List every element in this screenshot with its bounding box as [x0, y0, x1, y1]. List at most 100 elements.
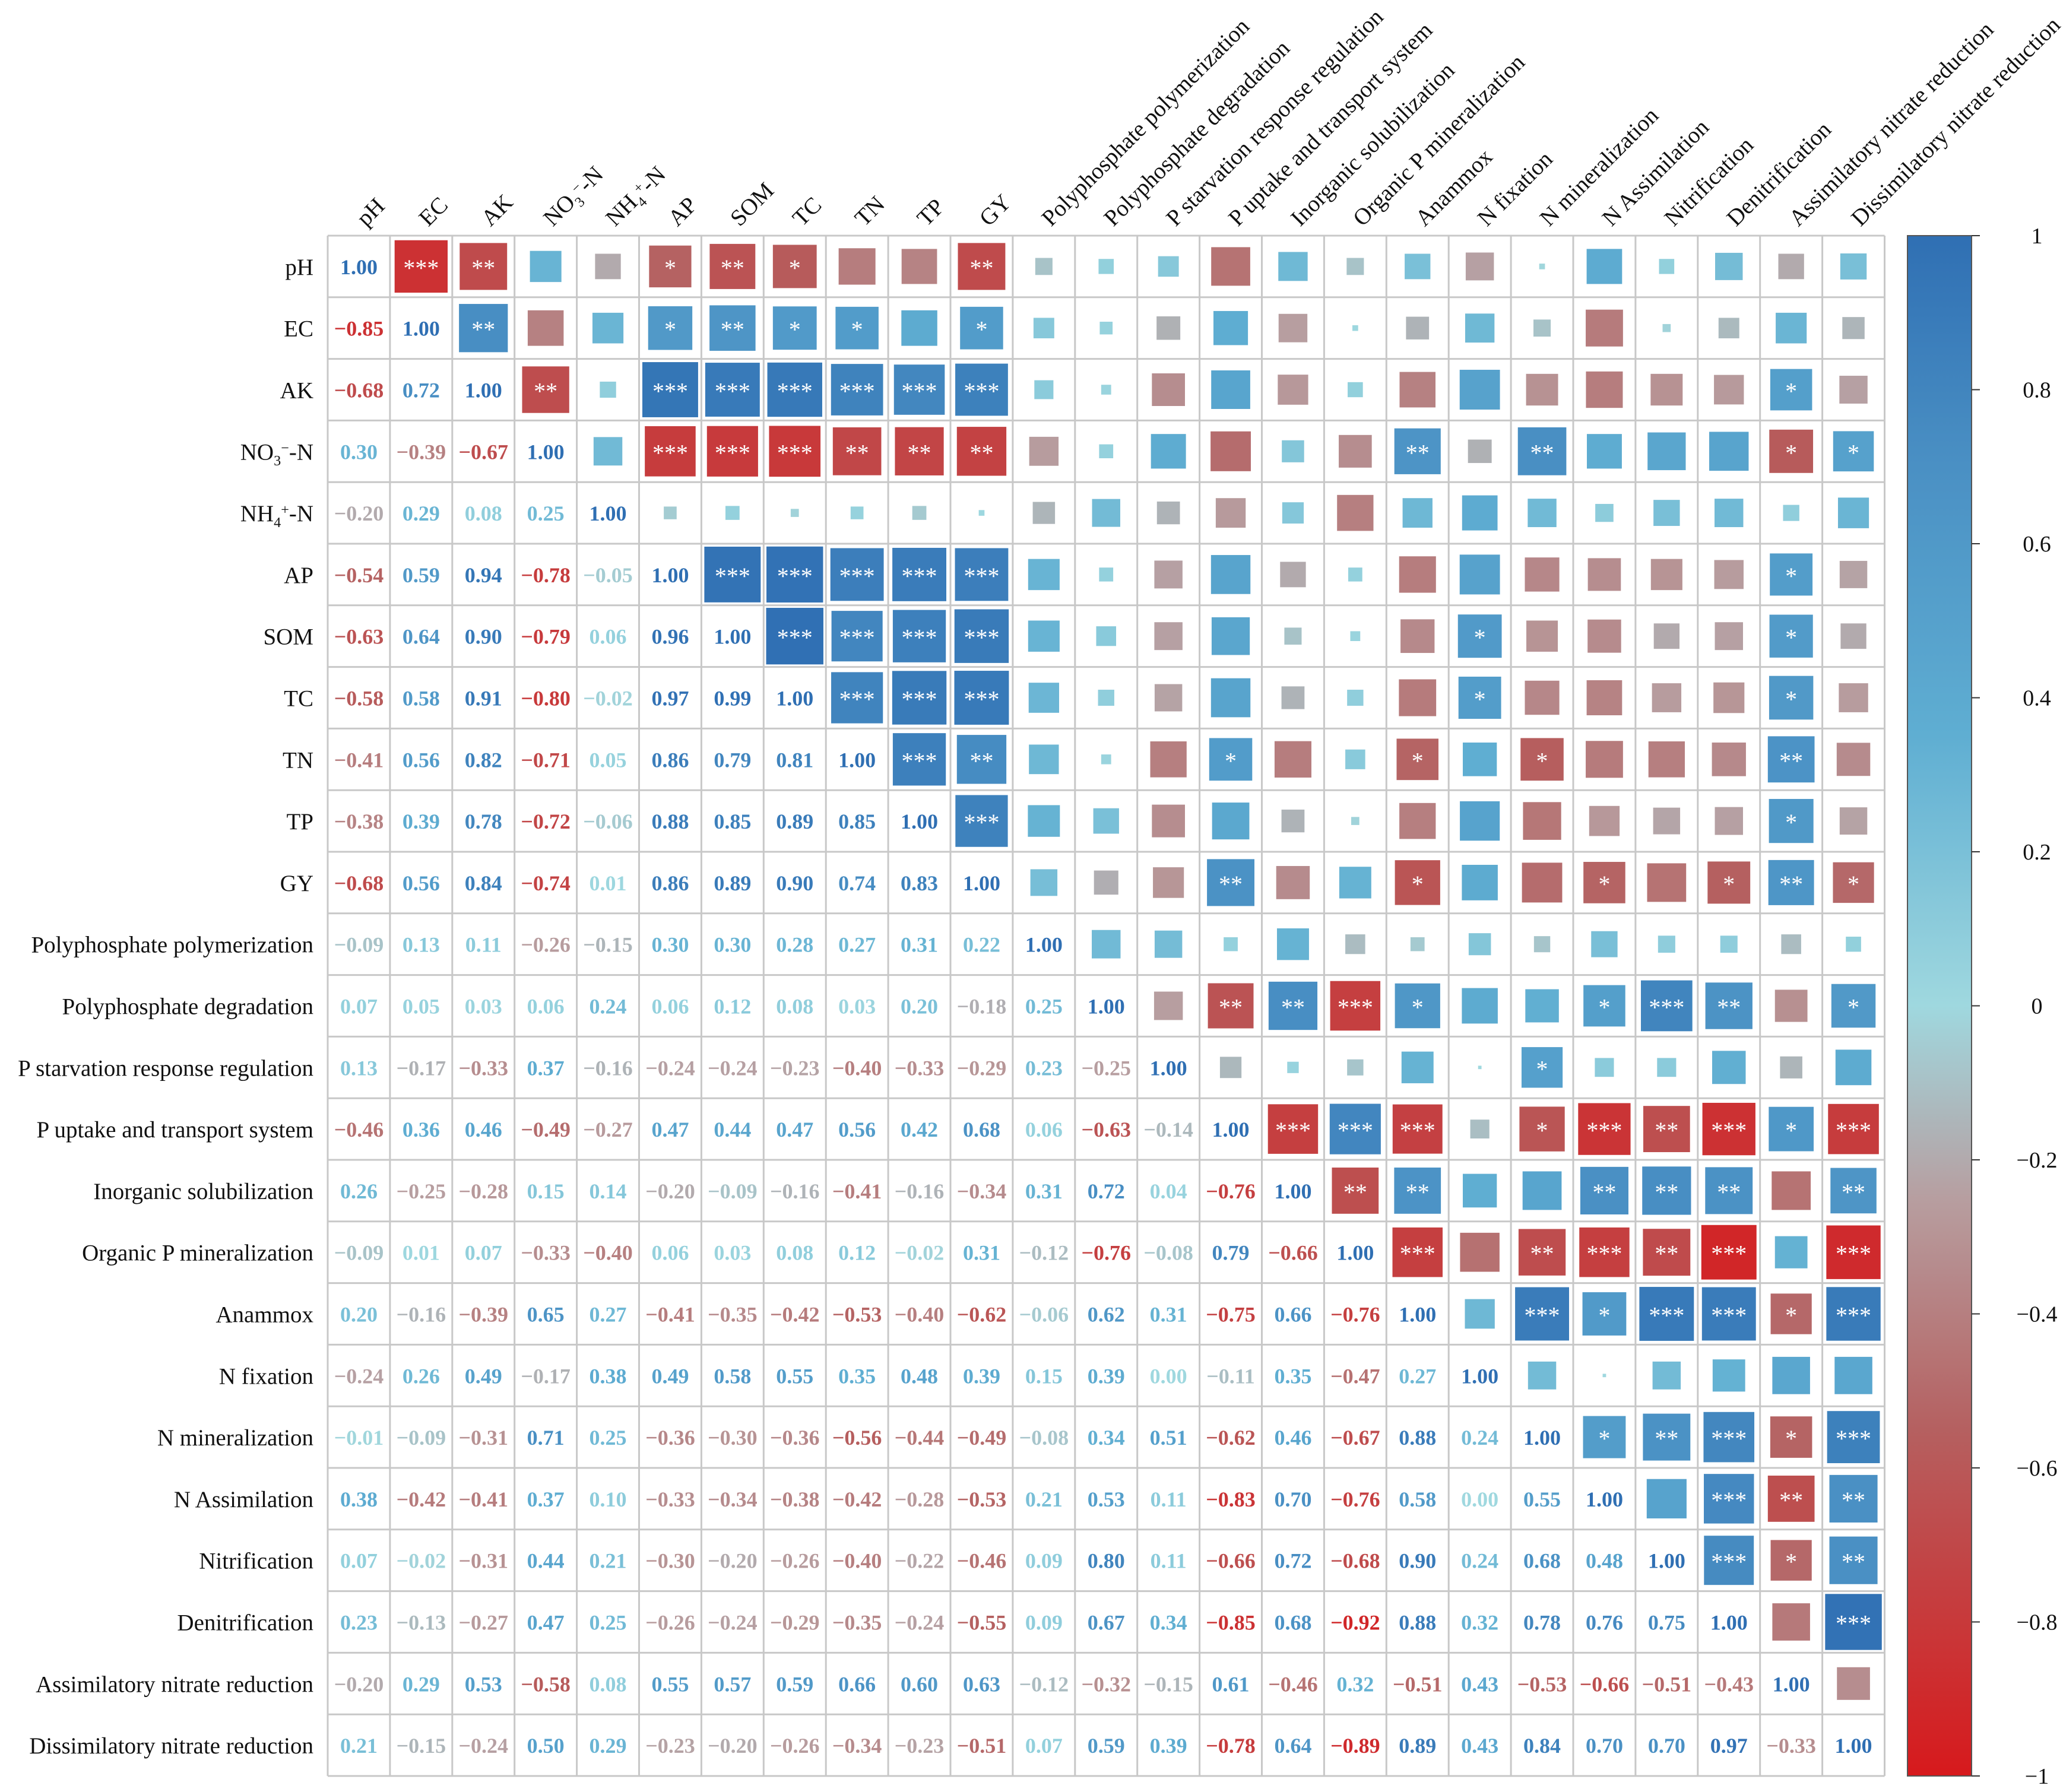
coef-label: −0.24: [708, 1611, 758, 1635]
coef-square: [1525, 680, 1560, 715]
coef-label: 0.51: [1150, 1426, 1187, 1450]
coef-label: −0.31: [458, 1549, 508, 1573]
significance-mark: *: [664, 255, 676, 281]
coef-label: −0.39: [458, 1303, 508, 1327]
coef-label: −0.63: [334, 625, 384, 649]
column-label: TP: [912, 194, 950, 231]
coef-square: [1458, 676, 1501, 719]
significance-mark: **: [1779, 747, 1803, 774]
coef-label: 1.00: [901, 810, 938, 833]
significance-mark: **: [1779, 871, 1803, 897]
coef-label: −0.49: [957, 1426, 1007, 1450]
coef-square: [1659, 259, 1675, 274]
coef-square: [1346, 258, 1364, 275]
coef-square: [1714, 375, 1744, 405]
significance-mark: ***: [715, 439, 750, 466]
coef-square: [648, 306, 693, 350]
coef-square: [1332, 1167, 1379, 1214]
coef-square: [530, 250, 562, 283]
coef-square: [1770, 1416, 1812, 1458]
coef-square: [1650, 373, 1683, 406]
significance-mark: *: [1847, 994, 1859, 1021]
coef-square: [705, 363, 760, 417]
coef-square: [1827, 1411, 1880, 1464]
significance-mark: ***: [1836, 1117, 1871, 1144]
coef-square: [1156, 316, 1181, 340]
coef-label: −0.46: [957, 1549, 1007, 1573]
coef-square: [1093, 808, 1119, 834]
coef-label: 0.25: [527, 502, 565, 525]
coef-label: 0.26: [403, 1364, 440, 1388]
coef-label: −0.51: [1642, 1672, 1692, 1696]
coef-label: −0.27: [458, 1611, 508, 1635]
significance-mark: **: [1406, 1179, 1430, 1206]
coef-label: 0.22: [963, 933, 1000, 957]
coef-label: 0.94: [465, 563, 502, 587]
coef-label: 0.24: [590, 995, 627, 1019]
coef-label: 0.31: [963, 1241, 1000, 1265]
coef-square: [642, 362, 698, 417]
coef-label: 0.85: [714, 810, 751, 833]
significance-mark: ***: [1836, 1302, 1871, 1329]
coef-square: [1215, 498, 1246, 528]
coef-square: [1589, 805, 1620, 836]
coef-label: 0.97: [651, 687, 689, 711]
coef-label: −0.42: [397, 1487, 446, 1511]
coef-label: 0.43: [1461, 1672, 1498, 1696]
coef-square: [1028, 559, 1060, 591]
coef-label: 1.00: [1336, 1241, 1374, 1265]
significance-mark: **: [845, 439, 869, 466]
coef-label: −0.02: [895, 1241, 945, 1265]
coef-label: 0.48: [901, 1364, 938, 1388]
coef-label: 0.50: [527, 1734, 565, 1758]
coef-square: [1602, 1374, 1606, 1378]
coef-label: −0.24: [708, 1056, 758, 1080]
significance-mark: ***: [839, 624, 875, 651]
coef-label: 0.59: [403, 563, 440, 587]
coef-label: 1.00: [1648, 1549, 1685, 1573]
coef-label: −0.44: [895, 1426, 945, 1450]
coef-square: [1647, 863, 1687, 902]
coef-square: [1701, 1225, 1757, 1280]
significance-mark: ***: [1836, 1425, 1871, 1452]
coef-square: [704, 546, 761, 602]
coef-label: 0.03: [465, 995, 502, 1019]
coef-square: [706, 426, 758, 477]
coef-square: [1776, 312, 1807, 344]
coef-label: 0.78: [465, 810, 502, 833]
coef-label: 1.00: [963, 871, 1000, 895]
coef-square: [955, 363, 1008, 416]
coef-label: −0.35: [708, 1303, 758, 1327]
coef-label: 0.05: [403, 995, 440, 1019]
coef-square: [1836, 743, 1871, 776]
coef-square: [1399, 372, 1436, 408]
coef-square: [709, 243, 756, 289]
significance-mark: ***: [1711, 1549, 1747, 1575]
coef-label: −0.85: [1206, 1611, 1256, 1635]
coef-square: [901, 310, 937, 346]
coef-square: [1399, 679, 1437, 716]
coef-label: 0.88: [1399, 1426, 1436, 1450]
coef-square: [1662, 323, 1671, 332]
coef-label: −0.29: [957, 1056, 1007, 1080]
significance-mark: ***: [902, 378, 937, 405]
coef-square: [600, 381, 616, 398]
coef-square: [1712, 1051, 1746, 1084]
coef-label: 0.28: [776, 933, 813, 957]
coef-label: 1.00: [465, 379, 502, 402]
coef-square: [892, 671, 947, 725]
significance-mark: ***: [715, 563, 750, 589]
coef-square: [1462, 988, 1498, 1024]
coef-label: 0.11: [1151, 1549, 1187, 1573]
coef-square: [1101, 385, 1111, 395]
coef-square: [1643, 1413, 1691, 1461]
row-label: NO3−-N: [240, 439, 313, 469]
coef-square: [1210, 555, 1251, 594]
coef-label: 0.32: [1461, 1611, 1498, 1635]
coef-label: 0.12: [838, 1241, 876, 1265]
coef-label: −0.30: [645, 1549, 695, 1573]
coef-square: [1770, 1293, 1812, 1334]
coef-square: [1715, 499, 1744, 528]
coef-label: 0.99: [714, 687, 751, 711]
significance-mark: *: [1785, 1302, 1797, 1329]
